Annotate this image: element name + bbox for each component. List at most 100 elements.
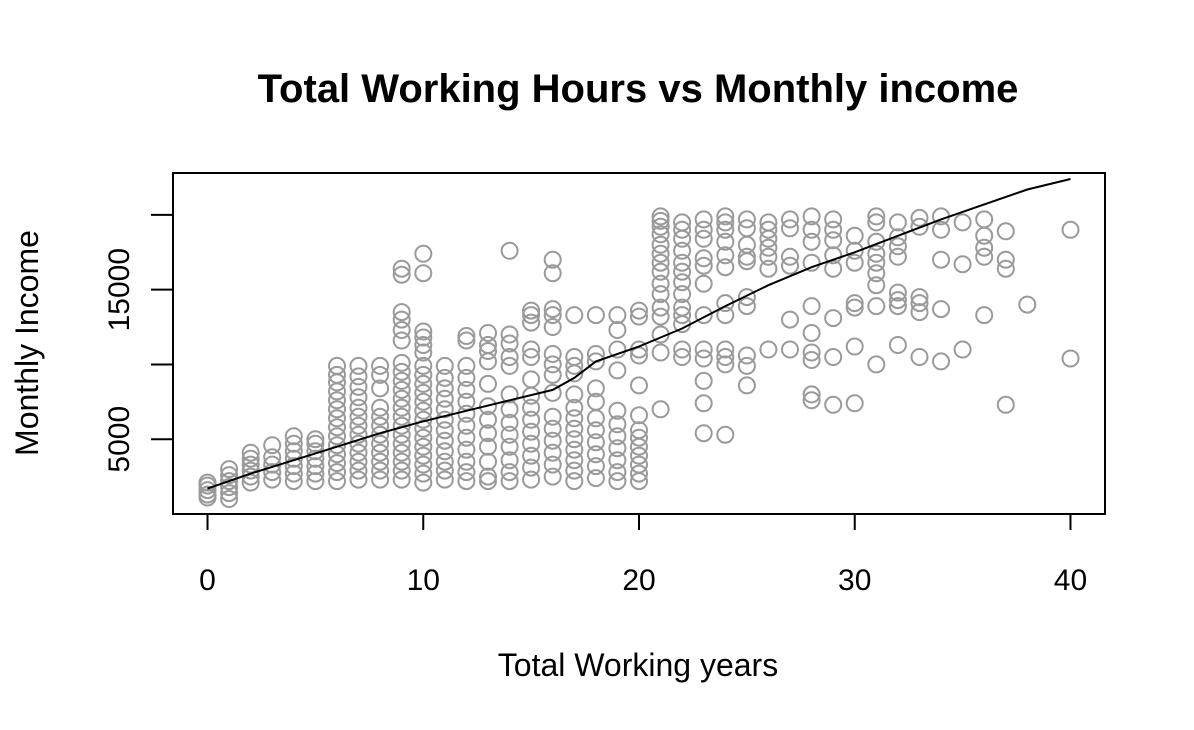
data-point — [543, 365, 562, 384]
data-point — [608, 463, 627, 482]
data-point — [932, 250, 950, 269]
data-point — [651, 307, 670, 326]
data-point — [263, 448, 282, 467]
data-point — [198, 485, 217, 504]
data-point — [694, 424, 713, 443]
data-point — [522, 306, 541, 325]
data-point — [220, 460, 239, 479]
data-point — [522, 410, 541, 429]
data-point — [996, 222, 1015, 241]
data-point — [888, 213, 907, 232]
data-point — [500, 437, 519, 456]
data-point — [349, 407, 368, 426]
data-point — [457, 404, 476, 423]
data-point — [565, 430, 584, 449]
data-point — [759, 238, 778, 257]
data-point — [608, 306, 627, 325]
points-layer — [198, 207, 1080, 508]
data-point — [802, 232, 821, 251]
data-point — [371, 379, 390, 398]
data-point — [824, 231, 843, 250]
data-point — [802, 324, 821, 342]
data-point — [392, 380, 411, 399]
data-point — [694, 210, 713, 229]
data-point — [586, 379, 605, 398]
data-point — [543, 306, 562, 325]
data-point — [586, 457, 605, 476]
data-point — [565, 440, 584, 459]
data-point — [371, 398, 390, 417]
data-point — [328, 454, 346, 473]
data-point — [435, 431, 454, 450]
data-point — [435, 442, 454, 461]
data-point — [910, 217, 929, 236]
data-point — [457, 452, 476, 471]
data-point — [759, 259, 778, 278]
data-point — [694, 256, 713, 275]
data-point — [435, 452, 454, 471]
data-point — [435, 368, 454, 387]
data-point — [543, 419, 562, 438]
data-point — [651, 207, 670, 226]
data-point — [479, 397, 497, 416]
data-point — [392, 389, 411, 408]
data-point — [500, 425, 519, 444]
data-point — [716, 246, 735, 265]
data-point — [781, 310, 799, 329]
data-point — [608, 451, 627, 470]
data-point — [220, 466, 239, 485]
data-point — [565, 451, 584, 470]
data-point — [673, 285, 692, 304]
data-point — [716, 425, 735, 444]
data-point — [608, 340, 627, 359]
data-point — [328, 427, 346, 446]
data-point — [932, 300, 950, 319]
data-point — [522, 398, 541, 417]
data-point — [500, 463, 519, 482]
data-point — [414, 365, 433, 384]
data-point — [586, 433, 605, 452]
data-point — [824, 348, 843, 366]
data-point — [651, 217, 670, 236]
data-point — [802, 385, 821, 404]
data-point — [694, 394, 713, 413]
data-point — [328, 463, 346, 482]
data-point — [392, 470, 411, 489]
data-point — [392, 321, 411, 339]
data-point — [522, 301, 541, 320]
data-point — [392, 371, 411, 390]
data-point — [220, 472, 239, 491]
data-point — [306, 464, 325, 483]
data-point — [737, 288, 756, 307]
data-point — [479, 324, 497, 342]
data-point — [457, 463, 476, 482]
data-point — [328, 472, 346, 491]
data-point — [522, 340, 541, 359]
data-point — [500, 241, 519, 260]
x-tick-label: 0 — [199, 564, 216, 597]
data-point — [694, 229, 713, 248]
y-axis: 5000 15000 — [103, 213, 174, 473]
data-point — [543, 300, 562, 319]
data-point — [1061, 220, 1080, 239]
data-point — [845, 394, 864, 413]
x-tick-label: 30 — [838, 564, 871, 597]
data-point — [435, 461, 454, 480]
data-point — [392, 265, 411, 284]
data-point — [673, 273, 692, 292]
data-point — [349, 416, 368, 435]
chart-title: Total Working Hours vs Monthly income — [258, 67, 1019, 111]
data-point — [392, 407, 411, 426]
data-point — [349, 398, 368, 417]
data-point — [328, 365, 346, 384]
data-point — [349, 377, 368, 396]
data-point — [241, 449, 260, 468]
data-point — [392, 461, 411, 480]
data-point — [349, 461, 368, 480]
data-point — [673, 298, 692, 317]
data-point — [651, 298, 670, 317]
data-point — [802, 297, 821, 316]
data-point — [479, 374, 497, 393]
data-point — [371, 407, 390, 426]
data-point — [630, 464, 648, 483]
